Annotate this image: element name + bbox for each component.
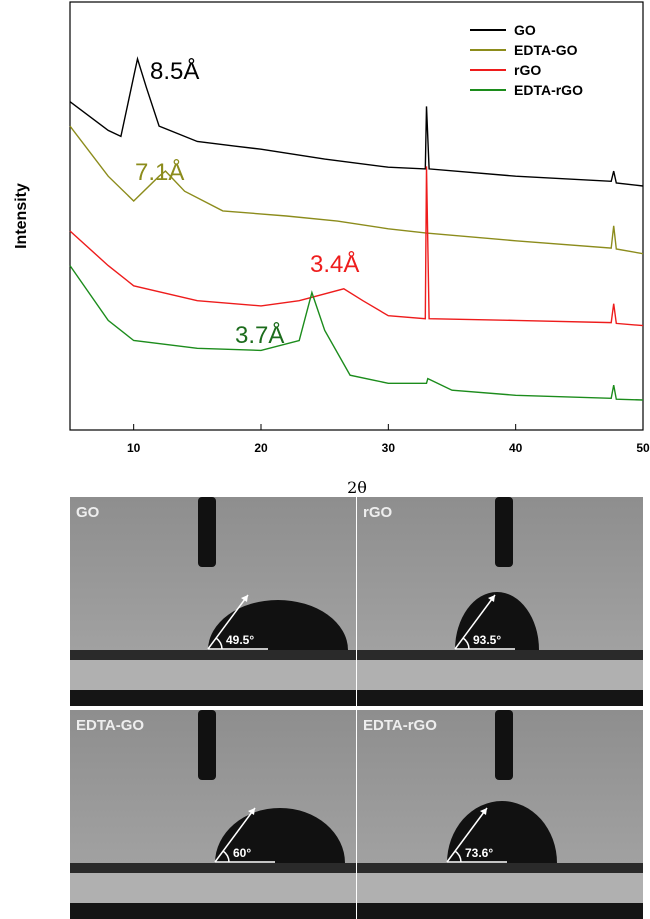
contact-angle: 73.6°	[465, 846, 493, 860]
series-line	[69, 265, 644, 401]
photo-bottom	[357, 690, 643, 706]
legend-label: EDTA-rGO	[514, 82, 583, 98]
needle	[198, 497, 216, 567]
x-tick-label: 10	[127, 441, 141, 455]
arrow-head	[488, 595, 495, 602]
series-line	[69, 56, 644, 187]
legend-label: rGO	[514, 62, 541, 78]
x-tick-label: 50	[636, 441, 650, 455]
droplet	[447, 801, 557, 863]
angle-arc	[222, 850, 230, 863]
tangent-arrow	[214, 807, 256, 863]
x-tick-label: 40	[509, 441, 523, 455]
photo-bottom	[357, 903, 643, 919]
arrow-head	[248, 808, 255, 815]
photo-label: EDTA-GO	[76, 717, 144, 734]
series-line	[69, 125, 644, 255]
peak-annotation: 3.4Å	[310, 250, 359, 278]
substrate	[357, 863, 643, 873]
photo-bottom	[70, 690, 356, 706]
angle-arc	[462, 637, 470, 650]
x-axis-label: 2θ	[347, 478, 367, 497]
droplet	[455, 592, 539, 650]
needle	[198, 710, 216, 780]
contact-angle-photo: 73.6° EDTA-rGO	[357, 710, 643, 919]
legend-label: GO	[514, 22, 536, 38]
x-tick-label: 20	[254, 441, 268, 455]
substrate-side	[357, 873, 643, 903]
angle-arc	[454, 850, 462, 863]
plot-frame	[69, 1, 644, 431]
contact-angle: 49.5°	[226, 633, 254, 647]
photo-label: EDTA-rGO	[363, 717, 437, 734]
peak-annotation: 3.7Å	[235, 321, 284, 349]
photo-bottom	[70, 903, 356, 919]
contact-angle: 60°	[233, 846, 251, 860]
contact-angle: 93.5°	[473, 633, 501, 647]
y-axis-label: Intensity	[13, 183, 30, 249]
substrate	[70, 650, 356, 660]
contact-angle-photo: 60° EDTA-GO	[70, 710, 356, 919]
substrate	[357, 650, 643, 660]
photo-label: rGO	[363, 504, 393, 521]
droplet	[208, 600, 348, 650]
peak-annotation: 7.1Å	[135, 158, 184, 186]
needle	[495, 497, 513, 567]
substrate-side	[357, 660, 643, 690]
substrate-side	[70, 873, 356, 903]
substrate	[70, 863, 356, 873]
tangent-arrow	[454, 594, 496, 650]
series-line	[69, 166, 644, 327]
x-tick-label: 30	[382, 441, 396, 455]
arrow-head	[480, 808, 487, 815]
arrow-head	[241, 595, 248, 602]
legend-label: EDTA-GO	[514, 42, 578, 58]
needle	[495, 710, 513, 780]
contact-angle-photo: 93.5° rGO	[357, 497, 643, 706]
angle-arc	[215, 637, 223, 650]
tangent-arrow	[207, 594, 249, 650]
tangent-arrow	[446, 807, 488, 863]
droplet	[215, 808, 345, 863]
photo-label: GO	[76, 504, 100, 521]
contact-angle-photo: 49.5° GO	[70, 497, 356, 706]
substrate-side	[70, 660, 356, 690]
peak-annotation: 8.5Å	[150, 57, 199, 85]
